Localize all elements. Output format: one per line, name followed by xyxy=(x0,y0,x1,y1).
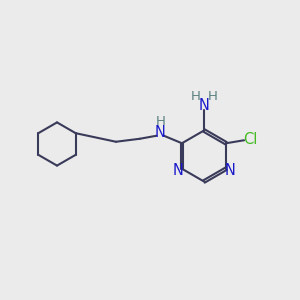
Text: N: N xyxy=(199,98,209,113)
Text: N: N xyxy=(173,163,184,178)
Text: H: H xyxy=(208,89,217,103)
Text: H: H xyxy=(191,89,200,103)
Text: N: N xyxy=(155,125,166,140)
Text: N: N xyxy=(224,163,235,178)
Text: Cl: Cl xyxy=(244,132,258,147)
Text: H: H xyxy=(155,115,165,128)
